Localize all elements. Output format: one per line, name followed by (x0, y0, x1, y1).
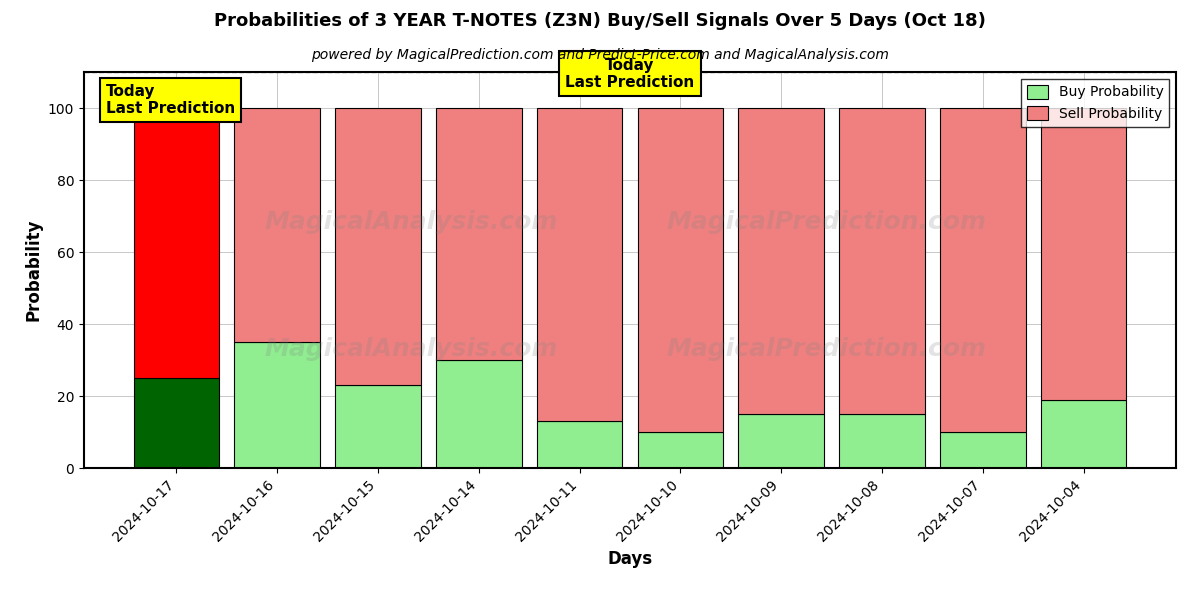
Bar (839, 108, 925, 414)
Text: Probabilities of 3 YEAR T-NOTES (Z3N) Buy/Sell Signals Over 5 Days (Oct 18): Probabilities of 3 YEAR T-NOTES (Z3N) Bu… (214, 12, 986, 30)
Bar (133, 108, 220, 378)
Bar (738, 108, 824, 414)
Text: Today
Last Prediction: Today Last Prediction (106, 84, 235, 116)
Text: Today
Last Prediction: Today Last Prediction (565, 58, 695, 90)
Bar (1040, 400, 1127, 468)
Bar (1040, 108, 1127, 400)
Text: powered by MagicalPrediction.com and Predict-Price.com and MagicalAnalysis.com: powered by MagicalPrediction.com and Pre… (311, 48, 889, 62)
Bar (436, 360, 522, 468)
Text: MagicalAnalysis.com: MagicalAnalysis.com (265, 337, 558, 361)
Bar (839, 414, 925, 468)
Y-axis label: Probability: Probability (24, 219, 42, 321)
Bar (536, 108, 623, 421)
Bar (234, 108, 320, 342)
Bar (637, 108, 724, 432)
Bar (335, 385, 421, 468)
Bar (436, 108, 522, 360)
Legend: Buy Probability, Sell Probability: Buy Probability, Sell Probability (1021, 79, 1169, 127)
Text: MagicalPrediction.com: MagicalPrediction.com (666, 337, 986, 361)
Text: MagicalPrediction.com: MagicalPrediction.com (666, 211, 986, 235)
Bar (637, 432, 724, 468)
Bar (133, 378, 220, 468)
X-axis label: Days: Days (607, 550, 653, 568)
Bar (940, 108, 1026, 432)
Bar (536, 421, 623, 468)
Text: MagicalAnalysis.com: MagicalAnalysis.com (265, 211, 558, 235)
Bar (335, 108, 421, 385)
Bar (234, 342, 320, 468)
Bar (738, 414, 824, 468)
Bar (940, 432, 1026, 468)
